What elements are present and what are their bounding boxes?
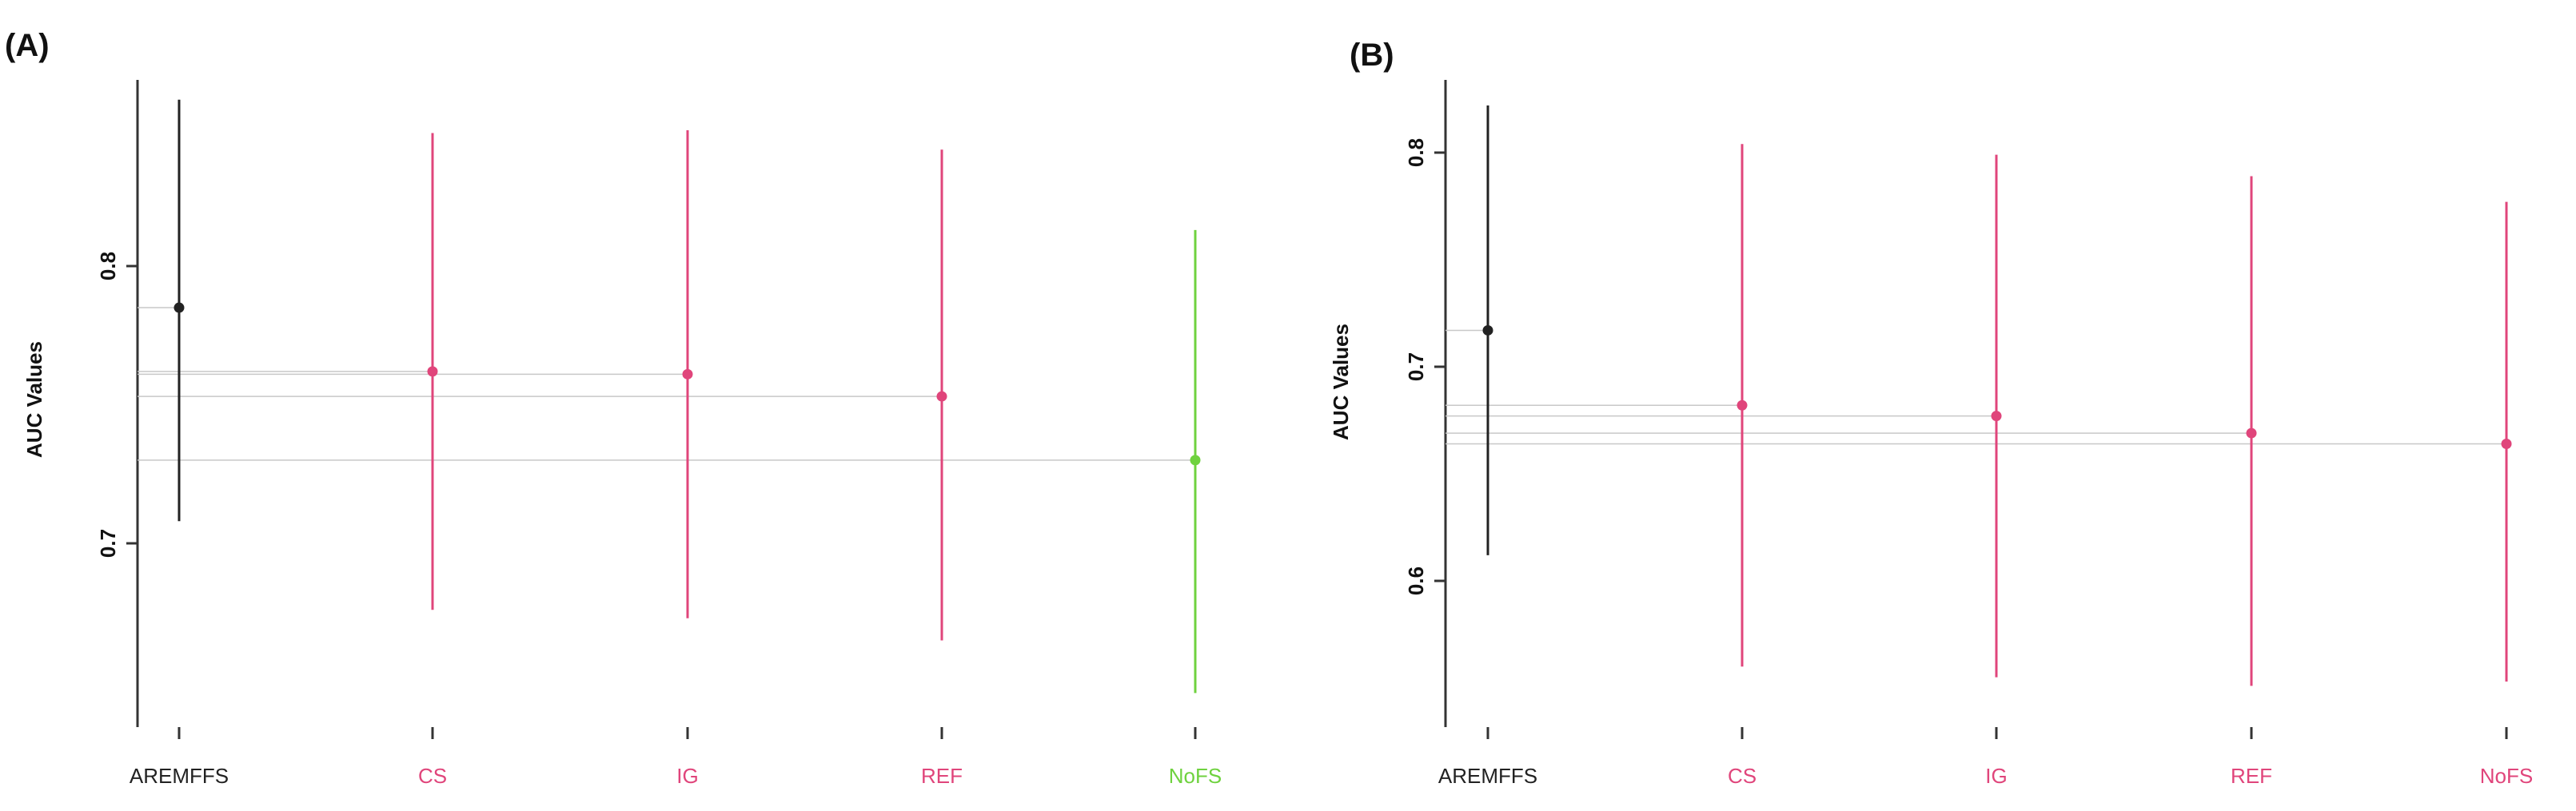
panel-b-y-tick-label: 0.8 [1404,138,1428,167]
panel-a-point [427,366,438,377]
panel-b-x-tick-label: CS [1728,764,1757,788]
panel-b-x-tick-label: IG [1985,764,2007,788]
panel-b-error-bars [1486,105,2508,686]
panel-b-point [2246,427,2257,439]
panel-b-y-tick-label: 0.7 [1404,352,1428,381]
panel-b-x-ticks: AREMFFS CS IG REF NoFS [1438,727,2533,788]
panel-a-point [173,302,185,313]
panel-a: (A) AUC Values 0.7 0.8 AREMFFS CS IG REF NoFS [5,28,1222,788]
panel-a-reference-lines [138,307,1195,461]
panel-b-x-tick-label: AREMFFS [1438,764,1537,788]
panel-b-point [2501,438,2512,449]
panel-a-x-ticks: AREMFFS CS IG REF NoFS [130,727,1222,788]
panel-a-y-ticks: 0.7 0.8 [96,252,138,558]
panel-a-point [1190,455,1201,466]
panel-a-x-tick-label: NoFS [1169,764,1222,788]
panel-a-point [936,391,947,402]
panel-b: (B) AUC Values 0.6 0.7 0.8 AREMFFS CS IG REF N… [1329,38,2533,788]
panel-a-points [173,302,1201,466]
panel-a-x-tick-label: REF [921,764,963,788]
panel-a-x-tick-label: IG [676,764,698,788]
panel-b-y-ticks: 0.6 0.7 0.8 [1404,138,1446,595]
panel-b-point [1482,324,1493,336]
panel-a-point [682,368,693,380]
panel-b-x-tick-label: REF [2231,764,2272,788]
panel-b-point [1991,411,2002,422]
panel-b-y-tick-label: 0.6 [1404,567,1428,595]
panel-a-y-tick-label: 0.7 [96,529,120,558]
panel-a-x-tick-label: AREMFFS [130,764,229,788]
panel-b-point [1737,400,1748,411]
panel-b-x-tick-label: NoFS [2480,764,2533,788]
panel-a-x-tick-label: CS [418,764,447,788]
panel-a-y-tick-label: 0.8 [96,252,120,280]
panel-b-label: (B) [1350,38,1394,73]
panel-b-y-axis-label: AUC Values [1329,324,1353,440]
panel-a-label: (A) [5,28,50,63]
panel-a-y-axis-label: AUC Values [22,341,46,458]
panel-b-points [1482,324,2512,449]
panel-b-reference-lines [1446,329,2506,445]
